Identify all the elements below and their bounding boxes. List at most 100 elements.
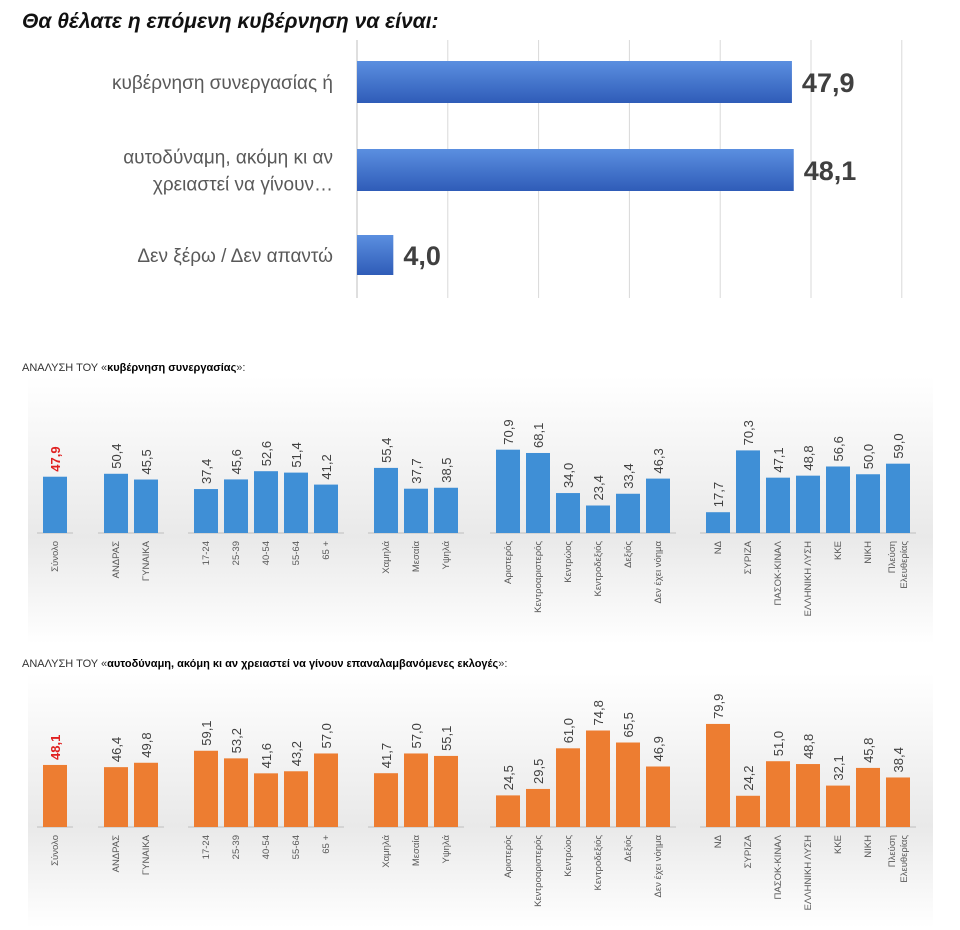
value-label: 41,2 bbox=[319, 454, 334, 479]
heading-bold: αυτοδύναμη, ακόμη κι αν χρειαστεί να γίν… bbox=[107, 658, 499, 670]
value-label: 33,4 bbox=[621, 463, 636, 488]
category-label: ΠΑΣΟΚ-ΚΙΝΑΛ bbox=[773, 540, 784, 605]
bar bbox=[404, 753, 428, 827]
category-label: ΝΔ bbox=[713, 834, 724, 848]
category-label: Αριστερός bbox=[503, 541, 514, 584]
bar bbox=[43, 764, 67, 827]
value-label: 51,0 bbox=[771, 731, 786, 756]
bar bbox=[404, 488, 428, 533]
value-label: 45,5 bbox=[139, 449, 154, 474]
bar bbox=[374, 773, 398, 827]
heading-prefix: ΑΝΑΛΥΣΗ ΤΟΥ « bbox=[22, 362, 108, 374]
value-label: 47,9 bbox=[802, 68, 855, 98]
heading-prefix: ΑΝΑΛΥΣΗ ΤΟΥ « bbox=[22, 658, 108, 670]
category-label: Αριστερός bbox=[503, 835, 514, 878]
category-label: Ελευθερίας bbox=[899, 541, 910, 589]
value-label: 47,9 bbox=[48, 446, 63, 471]
bar bbox=[496, 449, 520, 533]
category-label: ΓΥΝΑΙΚΑ bbox=[141, 834, 152, 875]
value-label: 32,1 bbox=[831, 755, 846, 780]
category-label: χρειαστεί να γίνουν… bbox=[153, 175, 333, 196]
bar bbox=[886, 463, 910, 533]
category-label: 40-54 bbox=[261, 541, 272, 565]
bar bbox=[796, 764, 820, 827]
category-label: Κεντροαριστερός bbox=[533, 541, 544, 613]
category-label: ΣΥΡΙΖΑ bbox=[743, 540, 754, 574]
value-label: 57,0 bbox=[319, 723, 334, 748]
heading-suffix: »: bbox=[498, 658, 508, 670]
bar bbox=[826, 466, 850, 533]
value-label: 68,1 bbox=[531, 423, 546, 448]
value-label: 47,1 bbox=[771, 447, 786, 472]
bar bbox=[104, 473, 128, 533]
value-label: 53,2 bbox=[229, 728, 244, 753]
bar bbox=[374, 467, 398, 533]
heading-bold: κυβέρνηση συνεργασίας bbox=[107, 362, 237, 374]
value-label: 55,1 bbox=[439, 726, 454, 751]
value-label: 41,7 bbox=[379, 743, 394, 768]
value-label: 48,1 bbox=[48, 735, 63, 760]
value-label: 43,2 bbox=[289, 741, 304, 766]
value-label: 57,0 bbox=[409, 723, 424, 748]
category-label: ΕΛΛΗΝΙΚΗ ΛΥΣΗ bbox=[803, 835, 814, 911]
category-label: 65 + bbox=[321, 835, 332, 854]
bar bbox=[194, 750, 218, 827]
bar bbox=[646, 766, 670, 827]
category-label: Μεσαία bbox=[411, 834, 422, 866]
category-label: Πλεύση bbox=[887, 835, 898, 867]
value-label: 46,4 bbox=[109, 737, 124, 762]
bar bbox=[856, 767, 880, 827]
category-label: ΑΝΔΡΑΣ bbox=[111, 541, 122, 579]
value-label: 38,5 bbox=[439, 457, 454, 482]
page-title: Θα θέλατε η επόμενη κυβέρνηση να είναι: bbox=[22, 10, 439, 33]
bar bbox=[526, 452, 550, 533]
value-label: 74,8 bbox=[591, 700, 606, 725]
category-label: Μεσαία bbox=[411, 540, 422, 572]
value-label: 46,9 bbox=[651, 736, 666, 761]
category-label: ΚΚΕ bbox=[833, 835, 844, 854]
bar bbox=[766, 761, 790, 827]
category-label: Χαμηλά bbox=[381, 540, 392, 573]
bar bbox=[284, 771, 308, 827]
bar bbox=[254, 773, 278, 827]
bar bbox=[357, 149, 794, 191]
category-label: ΕΛΛΗΝΙΚΗ ΛΥΣΗ bbox=[803, 541, 814, 617]
category-label: 25-39 bbox=[231, 541, 242, 565]
category-label: ΝΔ bbox=[713, 540, 724, 554]
value-label: 59,1 bbox=[199, 720, 214, 745]
value-label: 41,6 bbox=[259, 743, 274, 768]
subchart-heading-single-party: ΑΝΑΛΥΣΗ ΤΟΥ «αυτοδύναμη, ακόμη κι αν χρε… bbox=[22, 658, 507, 670]
value-label: 24,5 bbox=[501, 765, 516, 790]
value-label: 48,8 bbox=[801, 445, 816, 470]
subchart-heading-coalition: ΑΝΑΛΥΣΗ ΤΟΥ «κυβέρνηση συνεργασίας»: bbox=[22, 362, 245, 374]
bar bbox=[706, 512, 730, 533]
value-label: 37,4 bbox=[199, 459, 214, 484]
bar bbox=[284, 472, 308, 533]
single-party-breakdown-chart: 48,1 Σύνολο 46,4 ΑΝΔΡΑΣ 49,8 ΓΥΝΑΙΚΑ 59,1 17-24… bbox=[28, 673, 933, 928]
category-label: αυτοδύναμη, ακόμη κι αν bbox=[123, 148, 333, 169]
category-label: Ελευθερίας bbox=[899, 835, 910, 883]
category-label: 17-24 bbox=[201, 541, 212, 565]
value-label: 55,4 bbox=[379, 438, 394, 463]
category-label: Χαμηλά bbox=[381, 834, 392, 867]
value-label: 48,8 bbox=[801, 734, 816, 759]
bar bbox=[434, 487, 458, 533]
bar bbox=[766, 477, 790, 533]
value-label: 37,7 bbox=[409, 458, 424, 483]
bar bbox=[886, 777, 910, 827]
category-label: Δεξιός bbox=[623, 541, 634, 568]
category-label: Κεντροδεξιός bbox=[593, 835, 604, 891]
bar bbox=[314, 484, 338, 533]
category-label: Δεν ξέρω / Δεν απαντώ bbox=[137, 246, 333, 267]
category-label: 17-24 bbox=[201, 835, 212, 859]
category-label: Κεντρώος bbox=[563, 835, 574, 877]
value-label: 38,4 bbox=[891, 747, 906, 772]
value-label: 46,3 bbox=[651, 448, 666, 473]
bar bbox=[134, 762, 158, 827]
value-label: 70,3 bbox=[741, 420, 756, 445]
value-label: 34,0 bbox=[561, 463, 576, 488]
value-label: 56,6 bbox=[831, 436, 846, 461]
value-label: 70,9 bbox=[501, 419, 516, 444]
category-label: Κεντροδεξιός bbox=[593, 541, 604, 597]
bar bbox=[586, 730, 610, 827]
